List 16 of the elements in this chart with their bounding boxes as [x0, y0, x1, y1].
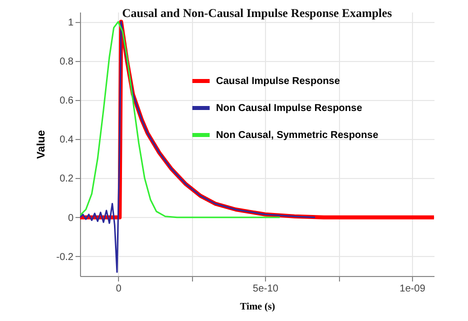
y-tick-label: 1 — [68, 17, 74, 28]
x-tick-label: 5e-10 — [252, 284, 279, 294]
chart-title: Causal and Non-Causal Impulse Response Examples — [122, 6, 392, 20]
y-tick-label: 0.2 — [60, 174, 74, 185]
y-tick-label: -0.2 — [56, 252, 74, 263]
legend-label: Causal Impulse Response — [216, 76, 340, 87]
y-tick-label: 0.6 — [60, 96, 74, 106]
legend-label: Non Causal, Symmetric Response — [216, 130, 379, 141]
x-axis-title: Time (s) — [240, 302, 276, 312]
y-tick-label: 0 — [68, 212, 74, 224]
y-axis-title: Value — [35, 130, 48, 159]
x-tick-label: 0 — [116, 284, 122, 294]
legend-label: Non Causal Impulse Response — [216, 103, 363, 114]
y-tick-label: 0.8 — [60, 56, 74, 68]
y-tick-label: 0.4 — [60, 134, 74, 146]
x-tick-label: 1e-09 — [400, 284, 426, 294]
